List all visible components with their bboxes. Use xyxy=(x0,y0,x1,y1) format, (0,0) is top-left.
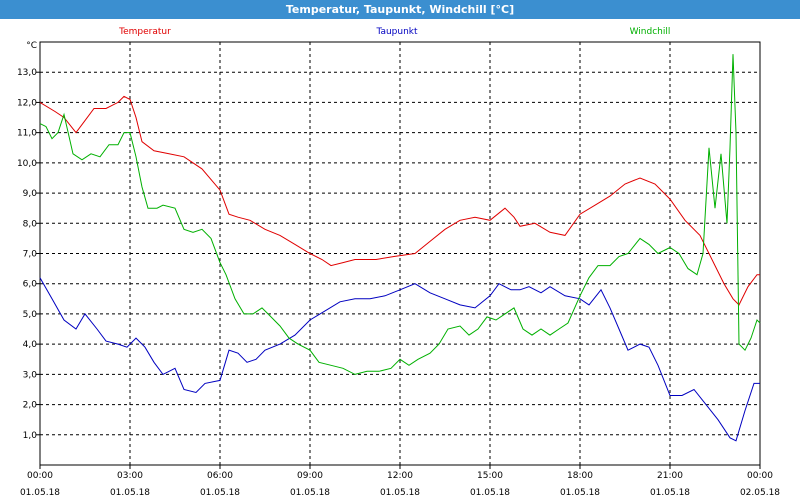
y-tick-label: 12,0 xyxy=(17,98,37,108)
x-tick-label-time: 18:00 xyxy=(567,471,593,481)
x-tick-label-date: 01.05.18 xyxy=(380,488,420,498)
y-tick-label: 9,0 xyxy=(23,189,38,199)
x-tick-label-time: 09:00 xyxy=(297,471,323,481)
y-tick-label: 3,0 xyxy=(23,370,38,380)
y-tick-label: 13,0 xyxy=(17,68,37,78)
y-axis-ticks: 1,0 2,0 3,0 4,0 5,0 6,0 7,0 8,0 9,0 10,0 11,0 12,0 1… xyxy=(17,41,40,441)
y-axis-unit: °C xyxy=(26,41,37,51)
x-tick-label-date: 02.05.18 xyxy=(740,488,780,498)
grid-lines xyxy=(40,42,760,465)
y-tick-label: 8,0 xyxy=(23,219,38,229)
x-tick-label-date: 01.05.18 xyxy=(470,488,510,498)
legend: Temperatur Taupunkt Windchill xyxy=(118,27,670,37)
series-line-temperatur xyxy=(39,95,760,306)
x-tick-label-date: 01.05.18 xyxy=(110,488,150,498)
x-tick-label-time: 03:00 xyxy=(117,471,143,481)
x-tick-label-time: 15:00 xyxy=(477,471,503,481)
series-lines xyxy=(39,54,761,442)
x-tick-label-time: 06:00 xyxy=(207,471,233,481)
series-line-taupunkt xyxy=(39,277,760,442)
x-tick-label-time: 00:00 xyxy=(747,471,773,481)
legend-label-temperatur: Temperatur xyxy=(118,27,171,37)
x-tick-label-date: 01.05.18 xyxy=(290,488,330,498)
chart-title: Temperatur, Taupunkt, Windchill [°C] xyxy=(0,0,800,19)
x-tick-label-date: 01.05.18 xyxy=(560,488,600,498)
x-axis-ticks: 00:00 01.05.18 03:00 01.05.18 06:00 01.05.18 0… xyxy=(20,465,780,498)
y-tick-label: 2,0 xyxy=(23,401,38,411)
x-tick-label-date: 01.05.18 xyxy=(200,488,240,498)
y-tick-label: 10,0 xyxy=(17,159,37,169)
x-tick-label-time: 12:00 xyxy=(387,471,413,481)
x-tick-label-time: 00:00 xyxy=(27,471,53,481)
y-tick-label: 1,0 xyxy=(23,431,38,441)
y-tick-label: 6,0 xyxy=(23,280,38,290)
line-chart: 1,0 2,0 3,0 4,0 5,0 6,0 7,0 8,0 9,0 10,0 11,0 12,0 1… xyxy=(17,27,780,498)
y-tick-label: 5,0 xyxy=(23,310,38,320)
series-line-windchill xyxy=(39,54,761,375)
x-tick-label-date: 01.05.18 xyxy=(650,488,690,498)
legend-label-taupunkt: Taupunkt xyxy=(375,27,418,37)
x-tick-label-time: 21:00 xyxy=(657,471,683,481)
y-tick-label: 4,0 xyxy=(23,340,38,350)
legend-label-windchill: Windchill xyxy=(630,27,671,37)
y-tick-label: 11,0 xyxy=(17,129,37,139)
x-tick-label-date: 01.05.18 xyxy=(20,488,60,498)
y-tick-label: 7,0 xyxy=(23,250,38,260)
